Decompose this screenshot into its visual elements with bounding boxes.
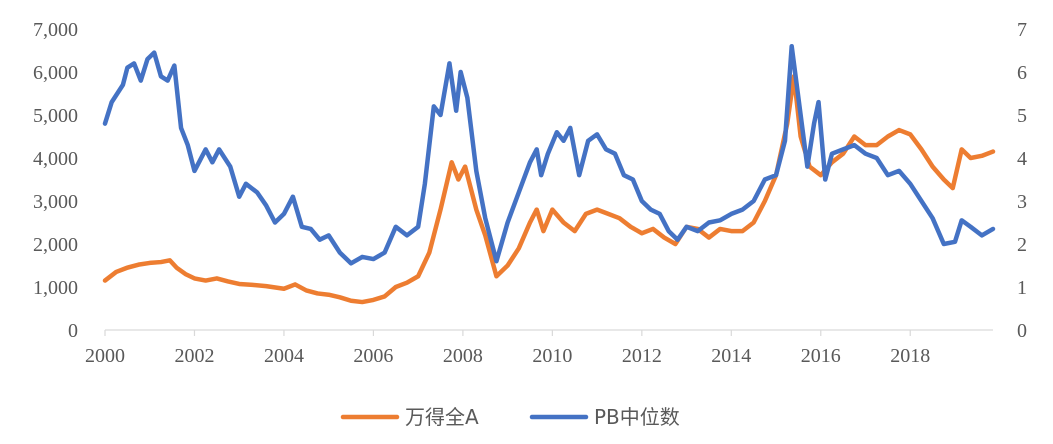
x-tick-label: 2016	[801, 345, 841, 367]
y-right-tick-label: 7	[1017, 19, 1027, 41]
tick-labels: 2000 2002 2004 2006 2008 2010 2012 2014 2016 2018…	[33, 19, 1027, 367]
y-left-tick-label: 4,000	[33, 148, 78, 170]
y-right-tick-label: 3	[1017, 191, 1027, 213]
x-tick-label: 2000	[85, 345, 125, 367]
x-tick-label: 2006	[353, 345, 393, 367]
y-right-tick-label: 0	[1017, 320, 1027, 342]
axes	[104, 329, 993, 336]
legend: 万得全A PB中位数	[340, 405, 680, 429]
y-left-tick-label: 2,000	[33, 234, 78, 256]
y-right-tick-label: 5	[1017, 105, 1027, 127]
x-tick-label: 2008	[443, 345, 483, 367]
y-left-tick-label: 6,000	[33, 62, 78, 84]
series-line-pb-median	[102, 43, 996, 266]
y-right-tick-label: 2	[1017, 234, 1027, 256]
y-right-tick-label: 6	[1017, 62, 1027, 84]
x-tick-label: 2004	[264, 345, 304, 367]
y-left-tick-label: 5,000	[33, 105, 78, 127]
x-tick-label: 2012	[622, 345, 662, 367]
x-tick-label: 2002	[174, 345, 214, 367]
x-tick-label: 2014	[711, 345, 751, 367]
y-left-tick-label: 1,000	[33, 277, 78, 299]
y-left-tick-label: 7,000	[33, 19, 78, 41]
y-right-tick-label: 4	[1017, 148, 1027, 170]
x-tick-label: 2018	[890, 345, 930, 367]
x-tick-label: 2010	[532, 345, 572, 367]
y-left-tick-label: 3,000	[33, 191, 78, 213]
y-right-tick-label: 1	[1017, 277, 1027, 299]
series-lines	[102, 43, 996, 305]
y-left-tick-label: 0	[68, 320, 78, 342]
legend-label: PB中位数	[594, 405, 680, 429]
legend-label: 万得全A	[405, 405, 479, 429]
